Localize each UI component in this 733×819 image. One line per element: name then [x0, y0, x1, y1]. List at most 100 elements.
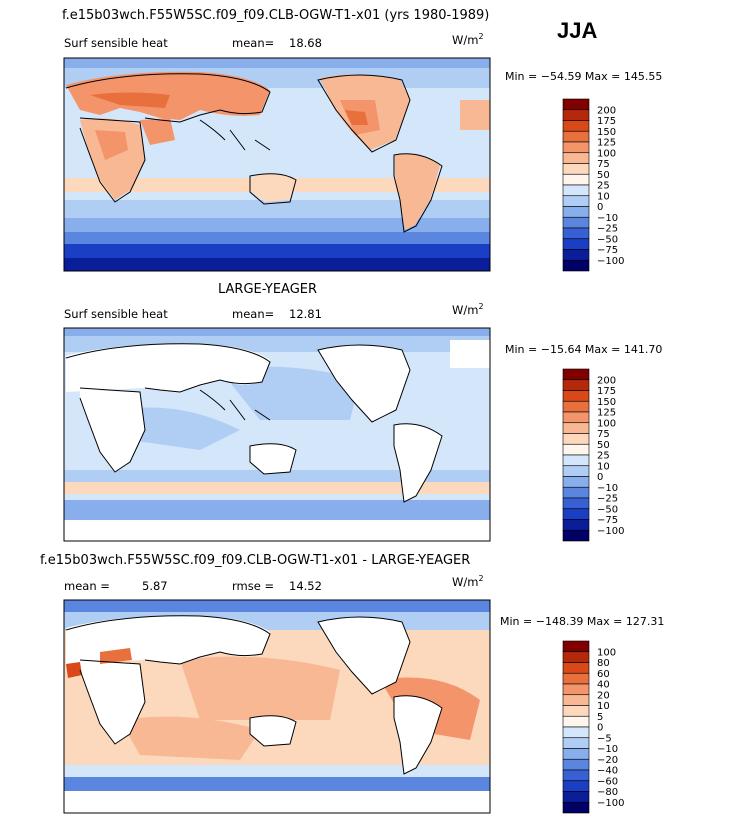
colorbar-swatch — [562, 422, 590, 434]
colorbar-swatch — [562, 651, 590, 663]
panel2-minmax: Min = −15.64 Max = 141.70 — [505, 343, 663, 356]
colorbar-tick-label: −5 — [597, 733, 612, 744]
panel2-field-label: Surf sensible heat — [64, 307, 168, 321]
colorbar-tick-label: −80 — [597, 787, 618, 798]
colorbar-swatch — [562, 780, 590, 792]
colorbar-tick-label: 50 — [597, 170, 610, 181]
colorbar-swatch — [562, 163, 590, 175]
colorbar-swatch — [562, 476, 590, 488]
colorbar-tick-label: 150 — [597, 127, 616, 138]
panel3-rmse-label: rmse = — [232, 579, 275, 593]
colorbar-swatch — [562, 249, 590, 261]
panel1-field-label: Surf sensible heat — [64, 36, 168, 50]
colorbar-tick-label: −100 — [597, 256, 624, 267]
colorbar-tick-label: −100 — [597, 798, 624, 809]
colorbar-tick-label: −25 — [597, 494, 618, 505]
panel1-mean-label: mean= — [232, 36, 275, 50]
colorbar-swatch — [562, 411, 590, 424]
colorbar-swatch — [562, 748, 590, 760]
colorbar-swatch — [562, 715, 590, 728]
colorbar-swatch — [562, 259, 590, 272]
panel2-units: W/m2 — [452, 302, 484, 317]
season-label: JJA — [557, 18, 598, 43]
colorbar-swatch — [562, 400, 590, 413]
colorbar-tick-label: 175 — [597, 116, 616, 127]
colorbar-tick-label: 175 — [597, 386, 616, 397]
colorbar-swatch — [562, 227, 590, 240]
colorbar-swatch — [562, 508, 590, 520]
colorbar-swatch — [562, 486, 590, 499]
colorbar-tick-label: −40 — [597, 766, 618, 777]
colorbar-swatch — [562, 238, 590, 250]
colorbar-swatch — [562, 726, 590, 739]
colorbar-tick-label: 50 — [597, 440, 610, 451]
colorbar-tick-label: −10 — [597, 213, 618, 224]
colorbar-tick-label: 200 — [597, 375, 616, 386]
map2-coastlines — [65, 343, 443, 503]
colorbar-tick-label: −50 — [597, 504, 618, 515]
panel2-mean-label: mean= — [232, 307, 275, 321]
colorbar-tick-label: −25 — [597, 224, 618, 235]
colorbar-tick-label: 100 — [597, 148, 616, 159]
colorbar-tick-label: 150 — [597, 397, 616, 408]
colorbar-swatch — [562, 184, 590, 197]
colorbar-swatch — [562, 206, 590, 218]
panel3-minmax: Min = −148.39 Max = 127.31 — [500, 615, 665, 628]
colorbar-tick-label: 100 — [597, 647, 616, 658]
colorbar-tick-label: 125 — [597, 138, 616, 149]
colorbar-tick-label: −10 — [597, 744, 618, 755]
colorbar-tick-label: 25 — [597, 181, 610, 192]
map3-coastlines — [65, 615, 443, 775]
colorbar-swatch — [562, 672, 590, 685]
colorbar-tick-label: 200 — [597, 105, 616, 116]
colorbar-swatch — [562, 433, 590, 445]
colorbar-tick-label: 0 — [597, 472, 603, 483]
colorbar-swatch — [562, 130, 590, 143]
colorbar-swatch — [562, 683, 590, 696]
colorbar-swatch — [562, 152, 590, 164]
colorbar-tick-label: 80 — [597, 658, 610, 669]
colorbar-tick-label: −50 — [597, 234, 618, 245]
colorbar-swatch — [562, 801, 590, 814]
panel3-title: f.e15b03wch.F55W5SC.f09_f09.CLB-OGW-T1-x… — [40, 553, 471, 568]
colorbar-swatch — [562, 141, 590, 154]
colorbar-tick-label: −60 — [597, 776, 618, 787]
colorbar-swatch — [562, 758, 590, 771]
colorbar-swatch — [562, 519, 590, 531]
colorbar-swatch — [562, 454, 590, 467]
colorbar-swatch — [562, 705, 590, 717]
colorbar-swatch — [562, 791, 590, 803]
map1-coastlines — [65, 73, 443, 233]
colorbar-tick-label: 75 — [597, 429, 610, 440]
colorbar-swatch — [562, 173, 590, 186]
panel3-units: W/m2 — [452, 574, 484, 589]
colorbar-tick-label: 100 — [597, 418, 616, 429]
colorbar-tick-label: 40 — [597, 680, 610, 691]
colorbar-tick-label: 20 — [597, 690, 610, 701]
colorbar-swatch — [562, 109, 590, 121]
colorbar-swatch — [562, 497, 590, 510]
colorbar-swatch — [562, 216, 590, 229]
colorbar-swatch — [562, 662, 590, 674]
colorbar-swatch — [562, 98, 590, 111]
colorbar-tick-label: 125 — [597, 408, 616, 419]
colorbar-swatch — [562, 640, 590, 653]
panel1-units: W/m2 — [452, 32, 484, 47]
colorbar-tick-label: −10 — [597, 483, 618, 494]
panel1-minmax: Min = −54.59 Max = 145.55 — [505, 70, 663, 83]
map2-contours — [64, 328, 490, 541]
colorbar-swatch — [562, 465, 590, 477]
colorbar-tick-label: 10 — [597, 191, 610, 202]
colorbar-swatch — [562, 195, 590, 207]
colorbar-swatch — [562, 529, 590, 542]
colorbar-swatch — [562, 694, 590, 706]
map3-contours — [64, 600, 490, 813]
colorbar-tick-label: 0 — [597, 202, 603, 213]
panel2-mean-value: 12.81 — [289, 307, 322, 321]
panel3-mean-value: 5.87 — [142, 579, 168, 593]
colorbar-swatch — [562, 120, 590, 132]
colorbar-tick-label: 10 — [597, 701, 610, 712]
